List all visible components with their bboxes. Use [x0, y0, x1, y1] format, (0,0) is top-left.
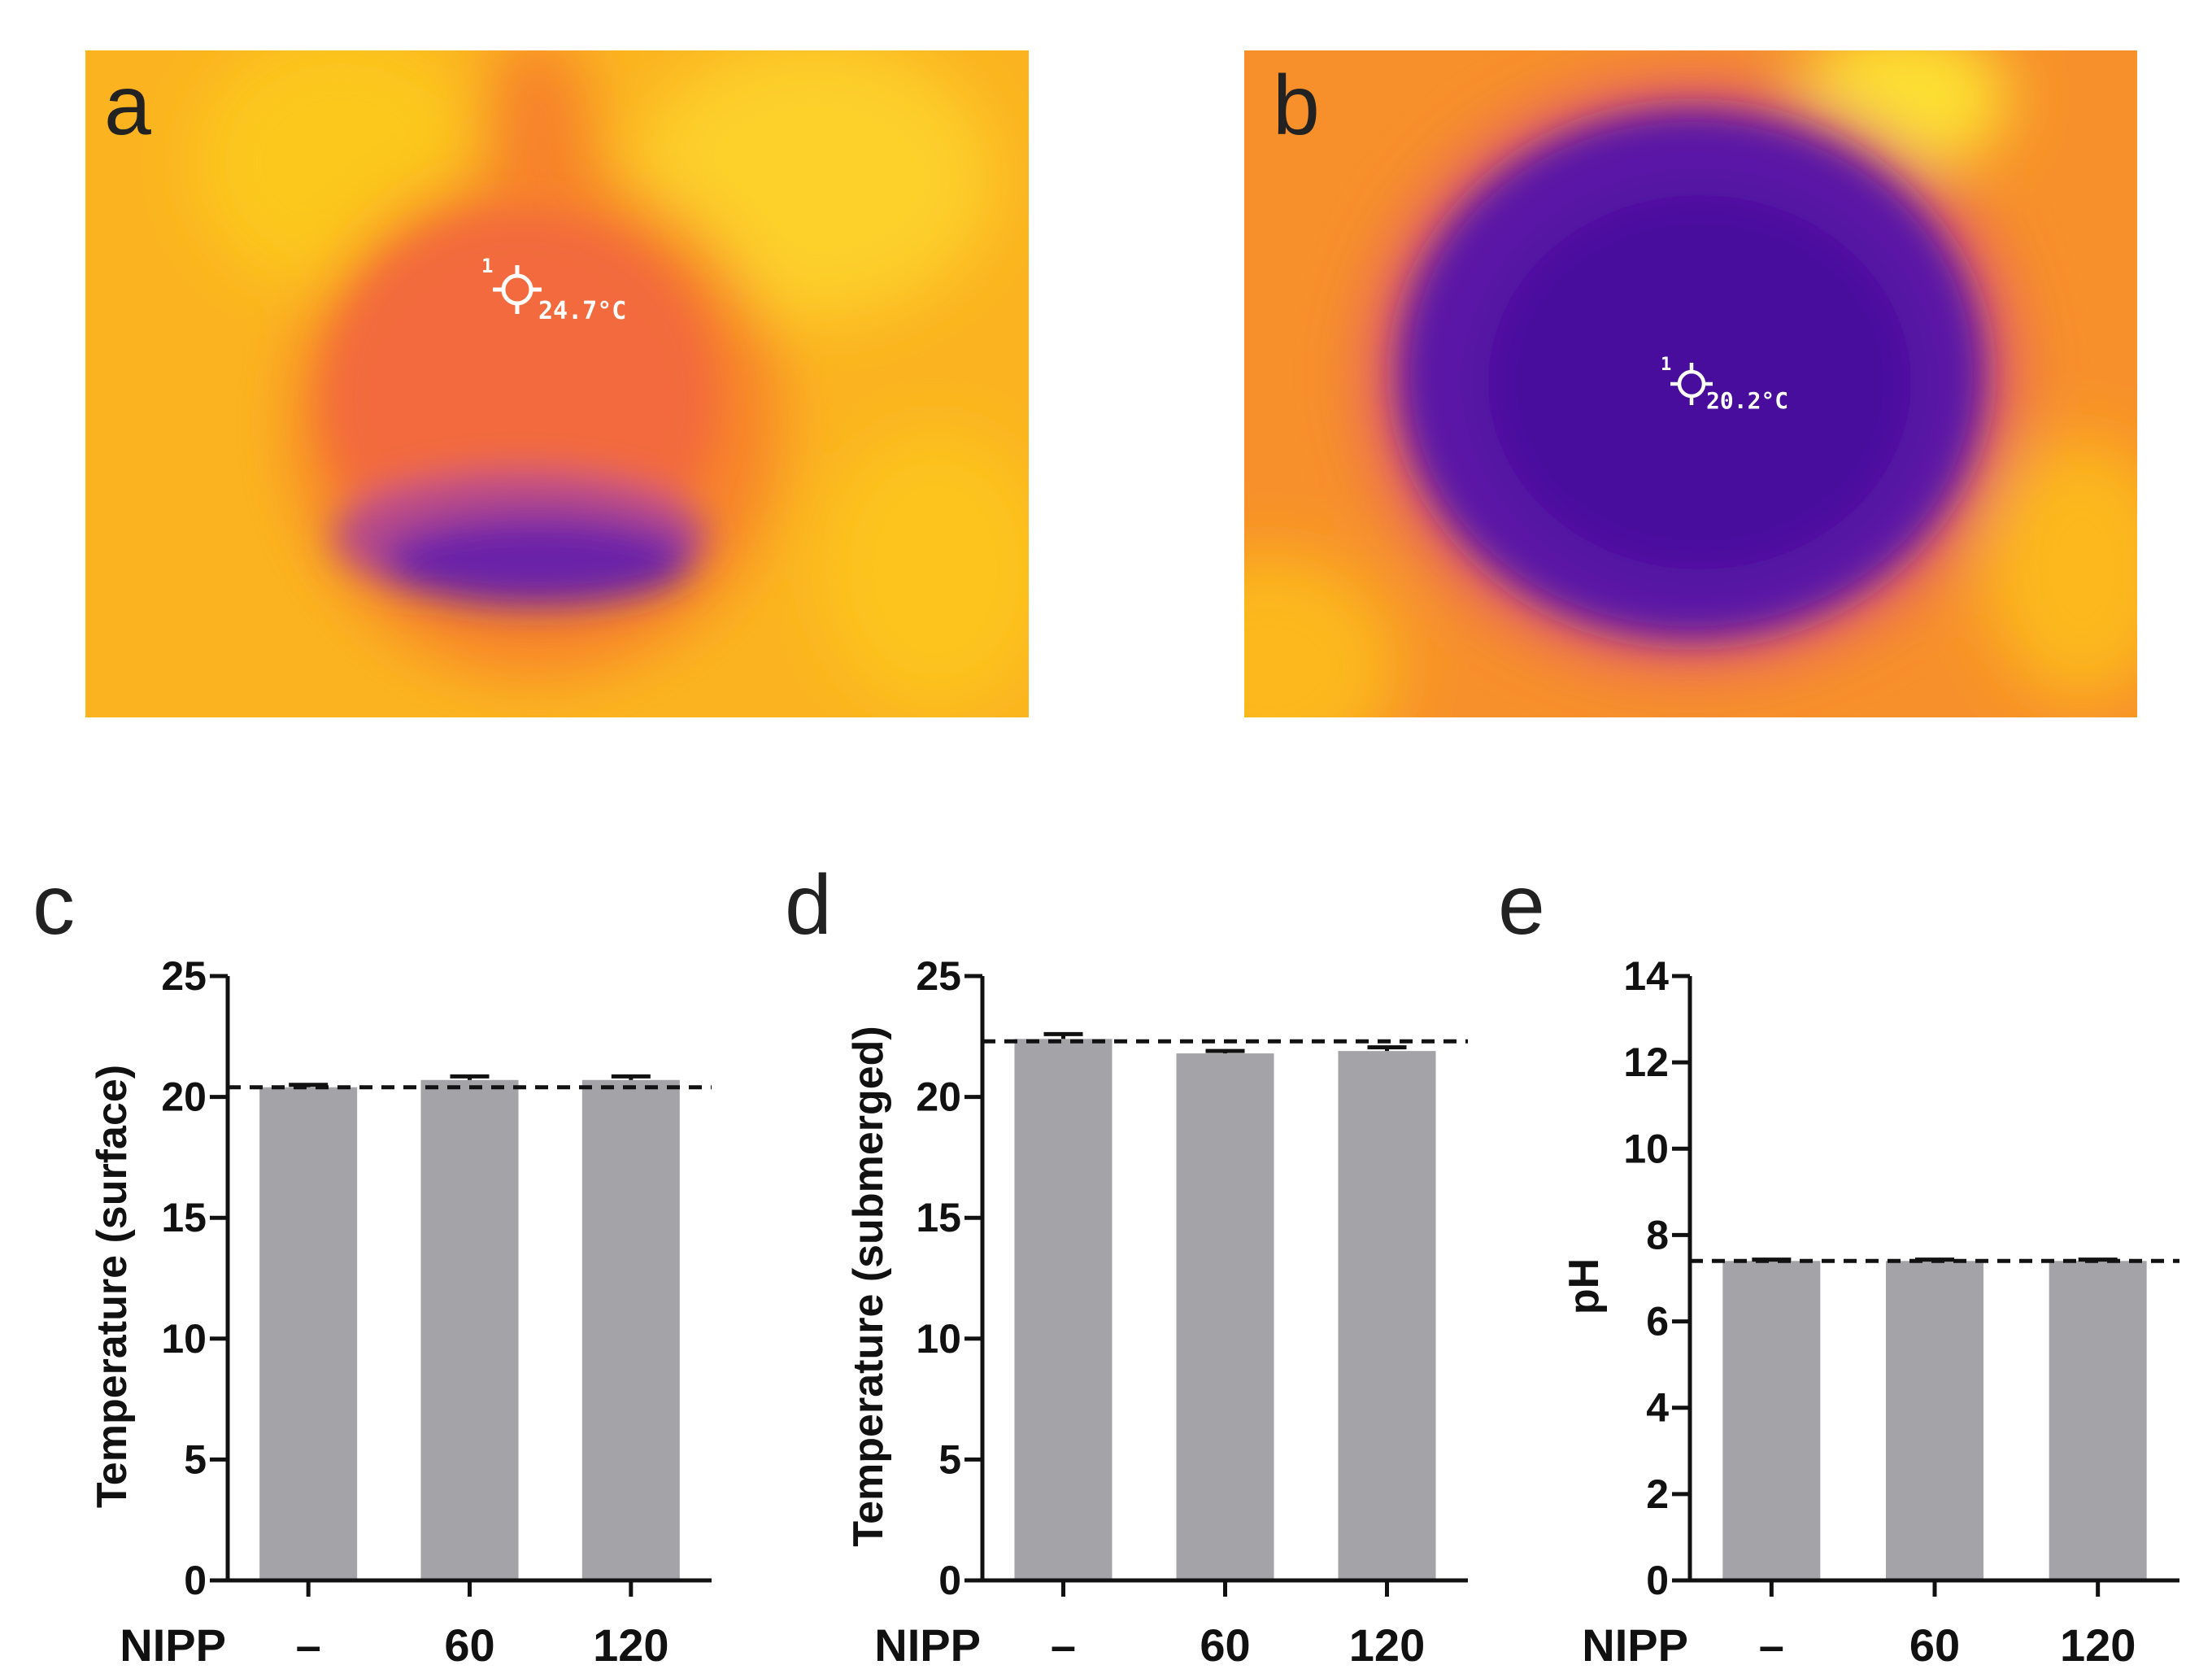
y-tick-label-e-2: 2 [1646, 1471, 1669, 1517]
temperature-readout-b: 20.2°C [1706, 387, 1788, 414]
thermal-image-a: a 1 24.7°C [85, 50, 1029, 717]
y-axis-title-e: pH [1561, 1258, 1608, 1314]
y-tick-label-c-5: 5 [184, 1436, 207, 1482]
y-tick-label-e-0: 0 [1646, 1558, 1669, 1603]
y-tick-label-c-10: 10 [161, 1316, 207, 1362]
category-label-e-0: – [1759, 1619, 1784, 1671]
category-label-e-1: 60 [1909, 1619, 1960, 1671]
panel-letter-c: c [33, 858, 75, 952]
y-tick-label-c-25: 25 [161, 953, 207, 999]
y-tick-label-d-15: 15 [916, 1195, 961, 1240]
x-axis-label-d: NIPP [874, 1619, 981, 1671]
bar-chart-e: e – 60 120 0 2 4 6 8 10 12 14 pH NIPP [1498, 858, 2179, 1671]
y-tick-label-d-20: 20 [916, 1074, 961, 1120]
y-tick-label-e-14: 14 [1623, 953, 1669, 999]
y-tick-label-d-10: 10 [916, 1316, 961, 1362]
y-tick-label-d-25: 25 [916, 953, 961, 999]
bar-c-2 [581, 1079, 680, 1580]
bar-e-1 [1886, 1261, 1983, 1580]
bar-e-0 [1722, 1261, 1821, 1580]
y-tick-label-c-15: 15 [161, 1195, 207, 1240]
panel-letter-d: d [785, 858, 832, 952]
y-tick-label-e-6: 6 [1646, 1299, 1669, 1345]
y-tick-label-e-8: 8 [1646, 1212, 1669, 1257]
category-label-e-2: 120 [2060, 1619, 2136, 1671]
category-label-d-0: – [1051, 1619, 1076, 1671]
category-label-c-1: 60 [444, 1619, 494, 1671]
y-tick-label-d-0: 0 [938, 1558, 961, 1603]
thermal-image-b: b 1 20.2°C [1244, 50, 2137, 717]
y-tick-label-e-4: 4 [1646, 1385, 1669, 1431]
y-tick-label-e-10: 10 [1623, 1126, 1669, 1171]
measurement-crosshair-icon [1670, 363, 1713, 405]
category-label-d-2: 120 [1349, 1619, 1425, 1671]
bar-e-2 [2049, 1261, 2147, 1580]
y-axis-title-d: Temperature (submerged) [845, 1026, 892, 1547]
category-label-d-1: 60 [1200, 1619, 1250, 1671]
marker-number-b: 1 [1661, 355, 1671, 375]
bar-chart-c: c – 60 120 0 5 10 15 20 25 Temperature (surface) NI… [33, 858, 712, 1671]
category-label-c-0: – [296, 1619, 321, 1671]
panel-letter-b: b [1273, 59, 1320, 153]
y-tick-label-d-5: 5 [938, 1436, 961, 1482]
bar-chart-d: d – 60 120 0 5 10 15 20 25 Temperature (submerged)… [785, 858, 1468, 1671]
y-tick-label-e-12: 12 [1623, 1039, 1669, 1085]
bar-d-0 [1014, 1039, 1113, 1580]
measurement-crosshair-icon [493, 265, 542, 314]
bar-c-0 [259, 1087, 358, 1580]
x-axis-label-e: NIPP [1582, 1619, 1688, 1671]
marker-number-a: 1 [481, 255, 493, 277]
x-axis-label-c: NIPP [120, 1619, 226, 1671]
category-label-c-2: 120 [593, 1619, 668, 1671]
bar-c-1 [420, 1079, 519, 1580]
bar-d-2 [1338, 1051, 1436, 1580]
y-tick-label-c-0: 0 [184, 1558, 207, 1603]
temperature-readout-a: 24.7°C [538, 297, 626, 325]
panel-letter-a: a [104, 59, 151, 153]
y-tick-label-c-20: 20 [161, 1074, 207, 1120]
bar-d-1 [1176, 1053, 1274, 1580]
y-axis-title-c: Temperature (surface) [89, 1065, 136, 1508]
panel-letter-e: e [1498, 858, 1545, 952]
